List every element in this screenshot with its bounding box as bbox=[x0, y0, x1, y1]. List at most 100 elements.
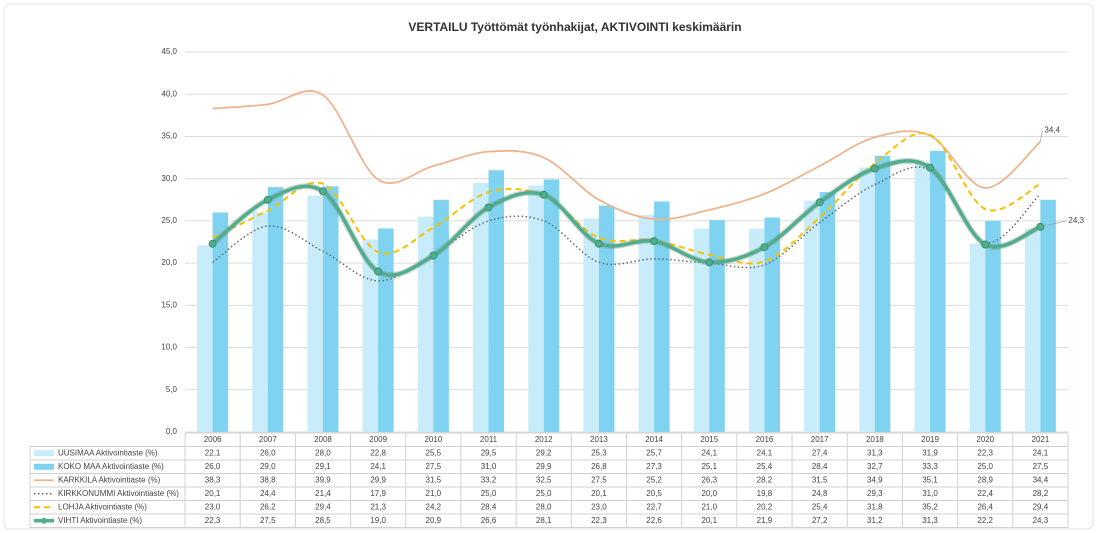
x-tick-label: 2016 bbox=[756, 435, 774, 444]
y-tick-label: 0,0 bbox=[166, 427, 178, 436]
table-cell: 26,8 bbox=[591, 462, 607, 471]
table-cell: 31,9 bbox=[922, 448, 938, 457]
table-cell: 22,3 bbox=[977, 448, 993, 457]
line-marker bbox=[705, 258, 714, 267]
y-tick-label: 40,0 bbox=[161, 89, 177, 98]
line-marker bbox=[429, 251, 438, 260]
table-cell: 22,4 bbox=[977, 489, 993, 498]
bar bbox=[488, 170, 505, 432]
table-cell: 31,5 bbox=[426, 475, 442, 484]
bar bbox=[378, 228, 394, 432]
table-cell: 23,0 bbox=[205, 502, 221, 511]
table-cell: 28,0 bbox=[315, 448, 331, 457]
table-cell: 24,2 bbox=[426, 502, 442, 511]
table-cell: 29,5 bbox=[481, 448, 497, 457]
table-cell: 20,2 bbox=[757, 502, 773, 511]
table-cell: 38,3 bbox=[205, 475, 221, 484]
x-tick-label: 2006 bbox=[204, 435, 222, 444]
bar bbox=[859, 167, 875, 432]
table-cell: 27,5 bbox=[426, 462, 442, 471]
x-tick-label: 2011 bbox=[480, 435, 498, 444]
series-line bbox=[211, 159, 1042, 277]
line-marker bbox=[374, 267, 383, 276]
bar bbox=[874, 155, 891, 432]
table-cell: 26,6 bbox=[481, 516, 497, 525]
annotation: 24,3 bbox=[1068, 216, 1084, 225]
table-cell: 25,0 bbox=[536, 489, 552, 498]
table-cell: 28,2 bbox=[1033, 489, 1049, 498]
table-cell: 21,0 bbox=[701, 502, 717, 511]
legend-label: KIRKKONUMMI Aktivointiaste (%) bbox=[58, 489, 179, 498]
table-cell: 25,4 bbox=[757, 462, 773, 471]
table-cell: 31,0 bbox=[922, 489, 938, 498]
x-tick-label: 2015 bbox=[700, 435, 718, 444]
table-cell: 25,7 bbox=[646, 448, 662, 457]
bar bbox=[528, 185, 544, 432]
line-marker bbox=[263, 195, 272, 204]
bar bbox=[322, 186, 339, 432]
table-cell: 26,3 bbox=[701, 475, 717, 484]
y-tick-label: 20,0 bbox=[161, 258, 177, 267]
bar bbox=[417, 216, 434, 432]
y-tick-label: 10,0 bbox=[161, 343, 177, 352]
bar bbox=[930, 150, 946, 433]
x-tick-label: 2020 bbox=[976, 435, 994, 444]
line-marker bbox=[208, 239, 217, 248]
table-cell: 20,5 bbox=[646, 489, 662, 498]
table-cell: 20,9 bbox=[426, 516, 442, 525]
table-cell: 25,2 bbox=[646, 475, 662, 484]
bar bbox=[433, 199, 449, 432]
table-cell: 31,3 bbox=[867, 448, 883, 457]
line-marker bbox=[926, 163, 935, 172]
x-tick-label: 2012 bbox=[535, 435, 553, 444]
table-cell: 25,5 bbox=[426, 448, 442, 457]
bar bbox=[362, 239, 379, 432]
table-cell: 21,9 bbox=[757, 516, 773, 525]
series-line bbox=[212, 90, 1042, 221]
table-cell: 29,2 bbox=[536, 448, 552, 457]
table-cell: 31,0 bbox=[481, 462, 497, 471]
bar bbox=[693, 228, 710, 432]
bar bbox=[267, 187, 284, 432]
table-cell: 27,2 bbox=[812, 516, 828, 525]
bar bbox=[985, 220, 1001, 432]
table-cell: 24,8 bbox=[812, 489, 828, 498]
table-cell: 28,0 bbox=[536, 502, 552, 511]
table-cell: 29,0 bbox=[260, 462, 276, 471]
x-tick-label: 2013 bbox=[590, 435, 608, 444]
line-marker bbox=[594, 239, 603, 248]
bar bbox=[804, 200, 820, 432]
table-cell: 29,9 bbox=[536, 462, 552, 471]
table-cell: 26,2 bbox=[260, 502, 276, 511]
annotation-leader bbox=[1040, 130, 1043, 142]
table-cell: 32,5 bbox=[536, 475, 552, 484]
table-cell: 24,4 bbox=[260, 489, 276, 498]
bar bbox=[914, 162, 931, 432]
table-cell: 28,9 bbox=[977, 475, 993, 484]
table-cell: 27,4 bbox=[812, 448, 828, 457]
y-tick-label: 25,0 bbox=[161, 216, 177, 225]
table-cell: 34,4 bbox=[1033, 475, 1049, 484]
legend-label: UUSIMAA Aktivointiaste (%) bbox=[58, 448, 158, 457]
table-cell: 26,0 bbox=[260, 448, 276, 457]
table-cell: 34,9 bbox=[867, 475, 883, 484]
bar bbox=[212, 212, 229, 432]
table-cell: 28,4 bbox=[481, 502, 497, 511]
table-cell: 28,5 bbox=[315, 516, 331, 525]
table-cell: 20,1 bbox=[701, 516, 717, 525]
x-tick-label: 2018 bbox=[866, 435, 884, 444]
table-cell: 21,0 bbox=[426, 489, 442, 498]
series-line bbox=[212, 132, 1041, 265]
table-cell: 24,1 bbox=[1033, 448, 1049, 457]
bar bbox=[654, 201, 670, 432]
table-cell: 23,0 bbox=[591, 502, 607, 511]
table-cell: 19,0 bbox=[370, 516, 386, 525]
line-marker bbox=[650, 237, 659, 246]
line-marker bbox=[484, 203, 493, 212]
table-cell: 19,8 bbox=[757, 489, 773, 498]
legend-label: LOHJA Aktivointiaste (%) bbox=[58, 502, 147, 511]
bar bbox=[543, 179, 560, 432]
line-marker bbox=[981, 240, 990, 249]
legend-label: KARKKILA Aktivointiaste (%) bbox=[58, 475, 161, 484]
y-tick-label: 35,0 bbox=[161, 132, 177, 141]
